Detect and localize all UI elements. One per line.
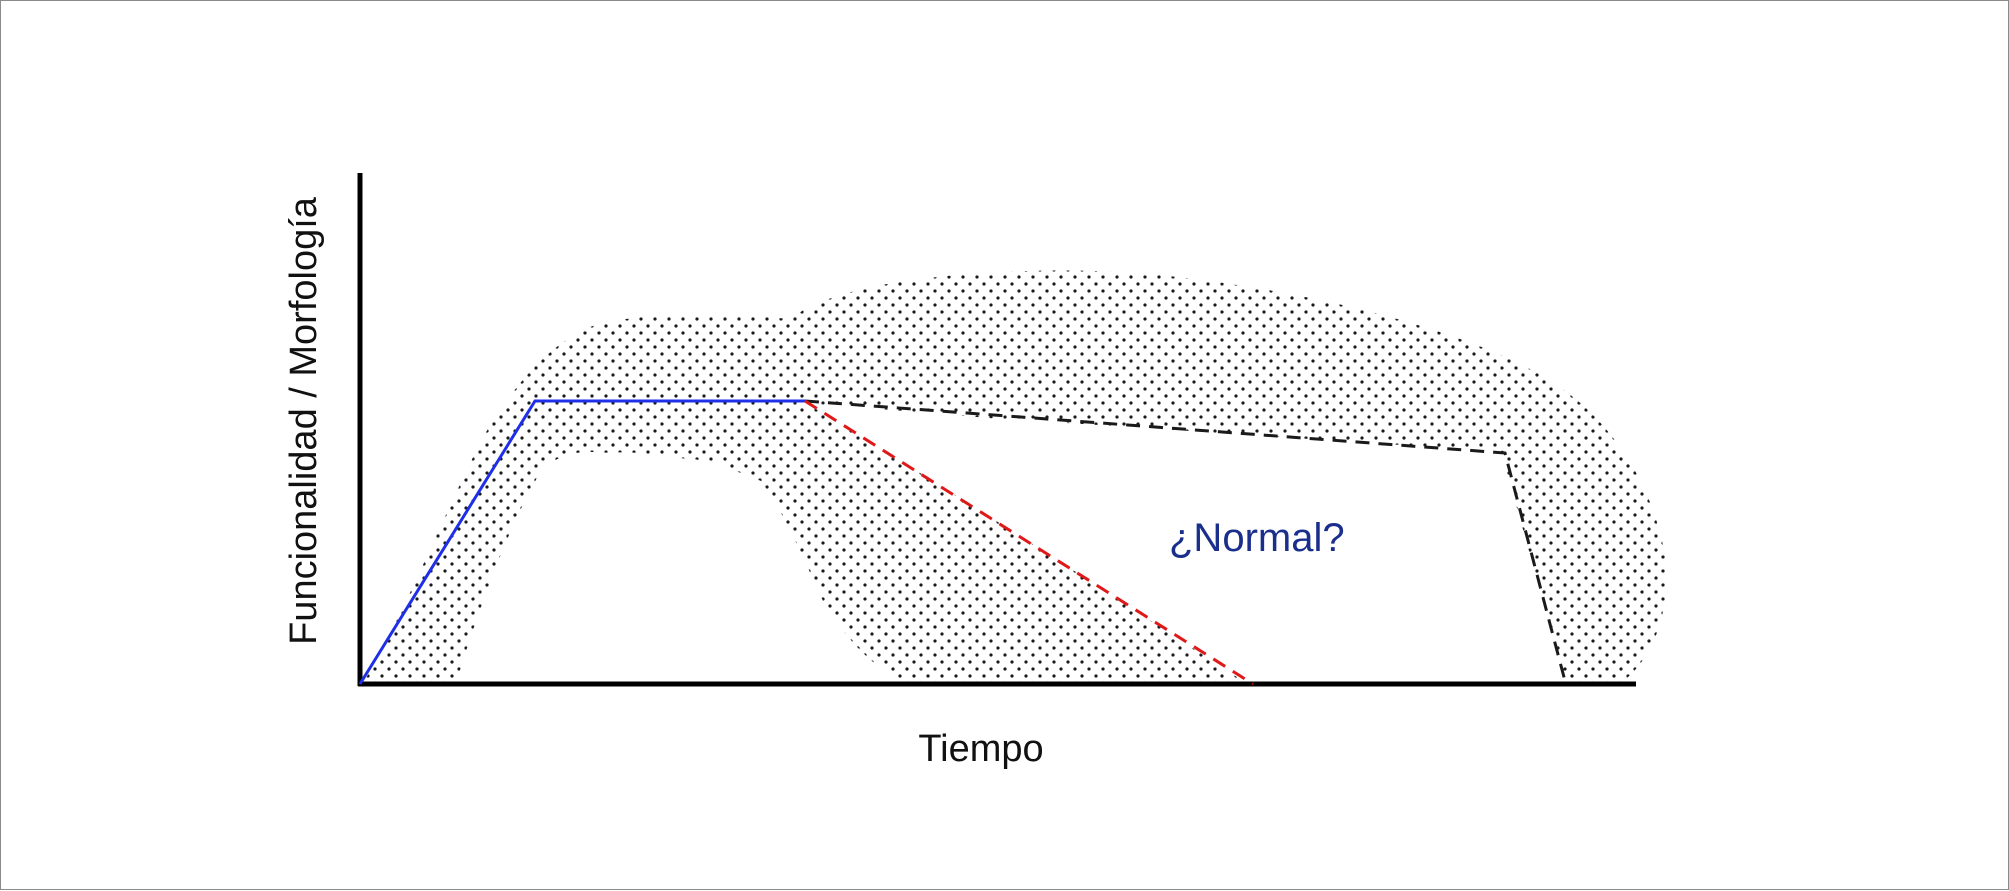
growth-plateau-line: [358, 399, 805, 685]
normal-zone-label: ¿Normal?: [1169, 516, 1345, 560]
gradual-decline-line: [804, 399, 1567, 682]
zone-knockout: [471, 452, 861, 683]
y-axis-label: Funcionalidad / Morfología: [283, 196, 325, 645]
x-axis-label: Tiempo: [918, 728, 1043, 770]
normal-variability-zone: [363, 270, 1667, 683]
rapid-decline-line: [804, 399, 1254, 686]
